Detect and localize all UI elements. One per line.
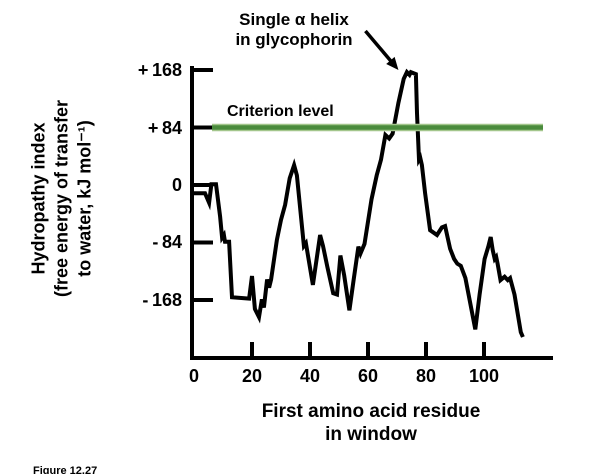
y-axis-title-line2: (free energy of transfer <box>51 99 72 298</box>
hydropathy-curve <box>194 68 525 338</box>
annotation-arrowhead <box>386 56 399 71</box>
y-tick-label: + 84 <box>147 117 182 138</box>
annotation-line1: Single α helix <box>239 10 349 29</box>
y-tick-label: - 168 <box>142 289 182 310</box>
x-tick-label: 40 <box>299 366 321 386</box>
x-axis-title-line2: in window <box>325 424 417 445</box>
y-tick-label: + 168 <box>137 60 182 80</box>
x-tick-label: 80 <box>415 366 437 386</box>
annotation-line2: in glycophorin <box>235 30 353 49</box>
x-axis-title-line1: First amino acid residue <box>261 401 481 422</box>
annotation-arrow-line <box>364 29 394 64</box>
criterion-level-label: Criterion level <box>227 103 334 120</box>
y-axis-title: Hydropathy index (free energy of transfe… <box>28 49 97 349</box>
y-axis-title-line3: to water, kJ mol⁻¹) <box>74 120 95 277</box>
y-axis-title-line1: Hydropathy index <box>28 122 49 275</box>
x-tick-label: 60 <box>357 366 379 386</box>
y-tick-label: 0 <box>171 175 182 195</box>
y-tick-label: - 84 <box>152 232 182 253</box>
annotation-single-alpha-helix: Single α helix in glycophorin <box>210 10 378 50</box>
x-tick-label: 0 <box>188 366 199 386</box>
figure-caption: Figure 12.27 <box>33 465 98 474</box>
x-tick-label: 100 <box>468 366 500 386</box>
x-tick-label: 20 <box>241 366 263 386</box>
x-axis-title: First amino acid residue in window <box>221 400 521 446</box>
